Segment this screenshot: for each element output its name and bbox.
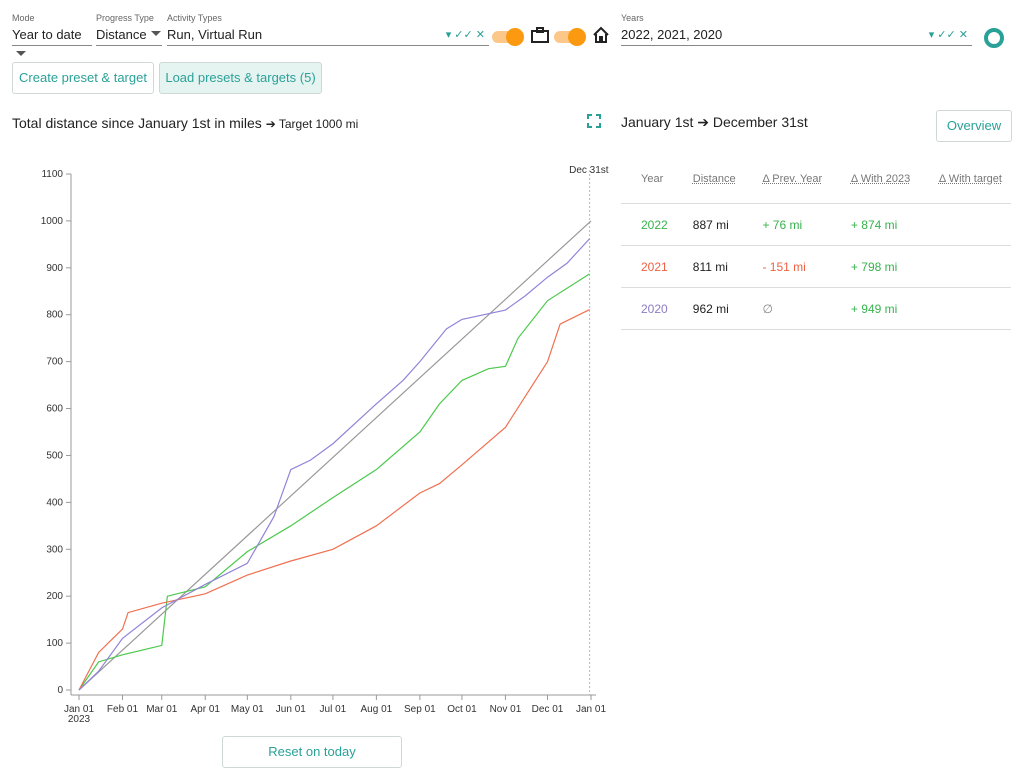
- overview-button[interactable]: Overview: [936, 110, 1012, 142]
- mode-select[interactable]: Year to date: [12, 25, 92, 56]
- marker-label: Dec 31st: [569, 165, 609, 176]
- cell: 887 mi: [672, 203, 743, 246]
- y-tick-label: 600: [46, 404, 63, 415]
- results-table: Year Distance Δ Prev. Year Δ With 2023 Δ Wit…: [621, 154, 1011, 330]
- briefcase-icon: [531, 27, 549, 43]
- mode-label: Mode: [12, 13, 35, 23]
- toggle[interactable]: [492, 28, 524, 46]
- progress-type-select[interactable]: Distance: [96, 25, 162, 46]
- chart: 0 100 200 300 400 500 600 700 800 900 1000 1100 Jan …: [41, 165, 609, 725]
- cell: 811 mi: [672, 245, 743, 288]
- y-tick-label: 300: [46, 544, 63, 555]
- y-tick-label: 400: [46, 497, 63, 508]
- series-line: [78, 273, 590, 691]
- series-line: [78, 309, 590, 691]
- cell: [918, 287, 1011, 330]
- y-tick-label: 500: [46, 450, 63, 461]
- x-year-label: 2023: [68, 714, 91, 725]
- y-tick-label: 800: [46, 310, 63, 321]
- target-label: ➔ Target 1000 mi: [265, 117, 359, 131]
- cell: + 76 mi: [742, 203, 831, 246]
- x-tick-label: Sep 01: [404, 704, 436, 715]
- reset-button[interactable]: Reset on today: [222, 736, 402, 768]
- help-icon[interactable]: [984, 28, 1004, 48]
- x-tick-label: Jan 01: [576, 704, 606, 715]
- x-tick-label: Oct 01: [447, 704, 477, 715]
- create-preset-button[interactable]: Create preset & target: [12, 62, 154, 94]
- th: Year: [621, 154, 673, 204]
- x-tick-label: Dec 01: [532, 704, 564, 715]
- series-line: [78, 238, 591, 691]
- x-tick-label: Jun 01: [276, 704, 306, 715]
- y-tick-label: 1000: [41, 216, 64, 227]
- fullscreen-icon[interactable]: [587, 114, 601, 128]
- cell: + 874 mi: [830, 203, 919, 246]
- cell: + 798 mi: [830, 245, 919, 288]
- y-tick-label: 1100: [41, 169, 63, 180]
- th: Δ Prev. Year: [742, 154, 831, 204]
- x-tick-label: Jul 01: [320, 704, 347, 715]
- cell: 2022: [621, 203, 673, 246]
- cell: [918, 245, 1011, 288]
- load-presets-button[interactable]: Load presets & targets (5): [159, 62, 322, 94]
- years-label: Years: [621, 13, 644, 23]
- x-tick-label: Nov 01: [490, 704, 522, 715]
- y-tick-label: 200: [46, 591, 63, 602]
- panel-heading: January 1st ➔ December 31st: [621, 114, 808, 130]
- progress-type-label: Progress Type: [96, 13, 154, 23]
- cell: 2020: [621, 287, 673, 330]
- mode-value: Year to date: [12, 27, 82, 42]
- y-tick-label: 900: [46, 263, 63, 274]
- x-tick-label: Feb 01: [107, 704, 139, 715]
- x-tick-label: May 01: [231, 704, 264, 715]
- activity-types-select[interactable]: Run, Virtual Run ▾ ✓✓ ✕: [167, 25, 489, 46]
- activity-types-value: Run, Virtual Run: [167, 27, 263, 42]
- chart-title: Total distance since January 1st in mile…: [12, 115, 358, 131]
- years-select[interactable]: 2022, 2021, 2020 ▾ ✓✓ ✕: [621, 25, 972, 46]
- y-tick-label: 0: [57, 685, 63, 696]
- cell: 962 mi: [672, 287, 743, 330]
- th: Δ With target: [918, 154, 1011, 204]
- cell: - 151 mi: [742, 245, 831, 288]
- home-icon: [593, 26, 609, 43]
- cell: 2021: [621, 245, 673, 288]
- activity-types-label: Activity Types: [167, 13, 222, 23]
- y-tick-label: 700: [46, 357, 63, 368]
- cell: + 949 mi: [830, 287, 919, 330]
- cell: [918, 203, 1011, 246]
- th: Distance: [672, 154, 743, 204]
- cell: ∅: [742, 287, 831, 330]
- x-tick-label: Jan 01: [64, 704, 94, 715]
- y-tick-label: 100: [46, 638, 63, 649]
- years-value: 2022, 2021, 2020: [621, 27, 723, 42]
- chart-title-text: Total distance since January 1st in mile…: [12, 115, 262, 131]
- x-tick-label: Aug 01: [361, 704, 393, 715]
- target-line: [78, 220, 592, 691]
- x-tick-label: Mar 01: [146, 704, 178, 715]
- th: Δ With 2023: [830, 154, 919, 204]
- progress-type-value: Distance: [96, 27, 147, 42]
- x-tick-label: Apr 01: [191, 704, 221, 715]
- toggle[interactable]: [554, 28, 586, 46]
